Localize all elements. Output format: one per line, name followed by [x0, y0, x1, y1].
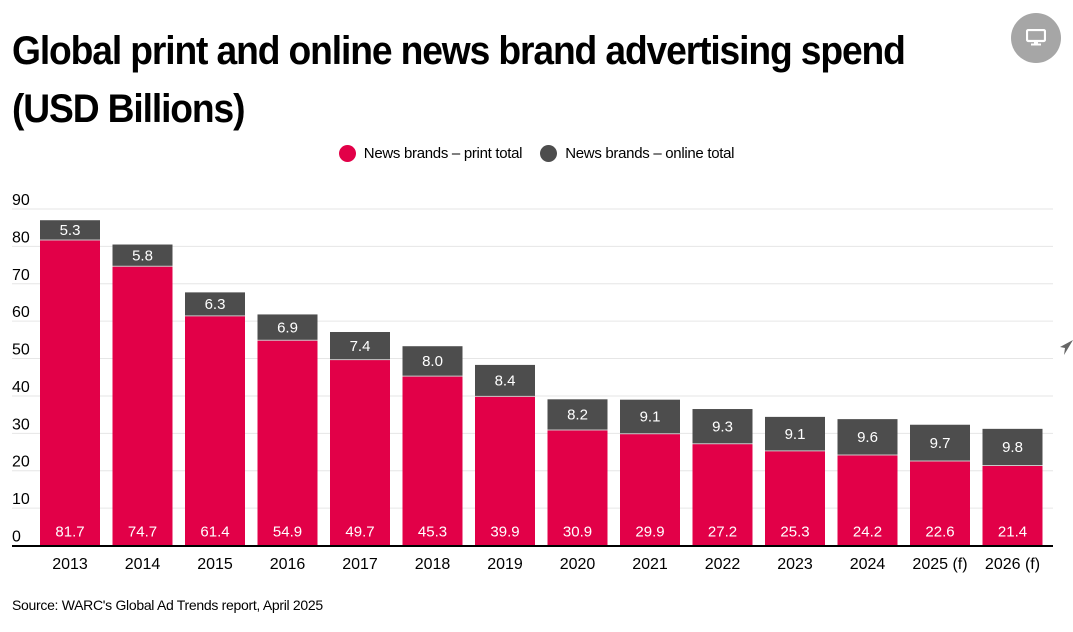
data-label-print: 45.3 — [418, 524, 447, 541]
bar-print — [982, 465, 1043, 546]
data-label-print: 22.6 — [925, 524, 954, 541]
bar-online — [547, 399, 608, 430]
bar-print — [330, 359, 390, 546]
x-tick-label: 2026 (f) — [985, 556, 1040, 573]
legend-swatch-print — [338, 145, 356, 162]
data-label-online: 7.4 — [350, 338, 371, 355]
bar-print — [620, 433, 680, 546]
legend-swatch-online — [540, 145, 558, 162]
source-note: Source: WARC's Global Ad Trends report, … — [12, 597, 323, 613]
bar-print — [547, 429, 608, 546]
bar-online — [620, 399, 680, 434]
data-label-online: 8.2 — [567, 407, 588, 424]
data-label-online: 6.3 — [205, 296, 226, 313]
data-label-print: 24.2 — [853, 524, 882, 541]
data-label-print: 30.9 — [563, 524, 592, 541]
y-tick-label: 50 — [12, 342, 30, 359]
bar-online — [185, 292, 245, 316]
legend: News brands – print total News brands – … — [0, 145, 1073, 162]
x-tick-label: 2021 — [632, 556, 668, 573]
data-label-print: 25.3 — [780, 524, 809, 541]
monitor-icon — [1026, 29, 1046, 46]
x-tick-label: 2016 — [270, 556, 306, 573]
cursor-pointer-icon — [1060, 340, 1073, 355]
bar-print — [765, 450, 825, 546]
y-tick-label: 70 — [12, 267, 30, 284]
data-label-print: 21.4 — [998, 524, 1027, 541]
data-label-print: 74.7 — [128, 524, 157, 541]
y-tick-label: 90 — [12, 192, 30, 209]
x-tick-label: 2017 — [342, 556, 378, 573]
bar-print — [112, 266, 173, 546]
data-label-online: 9.6 — [857, 429, 878, 446]
bar-online — [910, 424, 970, 462]
data-label-online: 9.1 — [640, 409, 661, 426]
data-label-print: 61.4 — [200, 524, 229, 541]
bar-online — [692, 409, 753, 444]
bar-print — [257, 340, 318, 546]
data-label-online: 8.0 — [422, 353, 443, 370]
data-label-online: 5.8 — [132, 247, 153, 264]
bar-online — [112, 244, 173, 267]
x-tick-label: 2015 — [197, 556, 233, 573]
data-label-print: 39.9 — [490, 524, 519, 541]
bar-online — [330, 332, 390, 360]
x-tick-label: 2024 — [850, 556, 886, 573]
data-label-print: 81.7 — [55, 524, 84, 541]
legend-label-online: News brands – online total — [565, 145, 735, 162]
data-label-online: 9.1 — [785, 426, 806, 443]
x-tick-label: 2023 — [777, 556, 813, 573]
legend-item-print[interactable]: News brands – print total — [338, 145, 523, 162]
x-tick-label: 2020 — [560, 556, 596, 573]
bar-print — [475, 396, 535, 546]
x-tick-label: 2025 (f) — [912, 556, 967, 573]
data-label-print: 29.9 — [635, 524, 664, 541]
y-tick-label: 0 — [12, 529, 21, 546]
bar-online — [837, 419, 898, 456]
x-tick-label: 2018 — [415, 556, 451, 573]
data-label-online: 5.3 — [60, 222, 81, 239]
y-tick-label: 10 — [12, 491, 30, 508]
bar-online — [765, 416, 825, 451]
bar-online — [475, 364, 535, 397]
bar-online — [402, 346, 463, 377]
x-tick-label: 2022 — [705, 556, 741, 573]
data-label-online: 9.8 — [1002, 439, 1023, 456]
bar-print — [910, 461, 970, 546]
y-tick-label: 80 — [12, 229, 30, 246]
bar-online — [257, 314, 318, 341]
data-label-online: 6.9 — [277, 319, 298, 336]
legend-label-print: News brands – print total — [363, 145, 523, 162]
data-label-online: 9.3 — [712, 418, 733, 435]
fullscreen-button[interactable] — [1011, 13, 1061, 63]
y-tick-label: 60 — [12, 304, 30, 321]
bar-print — [40, 240, 100, 546]
data-label-online: 9.7 — [930, 435, 951, 452]
chart-title: Global print and online news brand adver… — [12, 29, 906, 131]
data-label-online: 8.4 — [495, 373, 516, 390]
x-tick-label: 2013 — [52, 556, 88, 573]
data-label-print: 49.7 — [345, 524, 374, 541]
bar-print — [692, 443, 753, 546]
bar-print — [185, 315, 245, 546]
bar-print — [402, 376, 463, 546]
y-tick-label: 20 — [12, 454, 30, 471]
y-tick-label: 30 — [12, 416, 30, 433]
data-label-print: 27.2 — [708, 524, 737, 541]
bar-online — [40, 220, 100, 241]
y-tick-label: 40 — [12, 379, 30, 396]
bar-online — [982, 428, 1043, 466]
x-tick-label: 2014 — [125, 556, 161, 573]
bar-print — [837, 455, 898, 546]
data-label-print: 54.9 — [273, 524, 302, 541]
legend-item-online[interactable]: News brands – online total — [540, 145, 735, 162]
x-tick-label: 2019 — [487, 556, 523, 573]
